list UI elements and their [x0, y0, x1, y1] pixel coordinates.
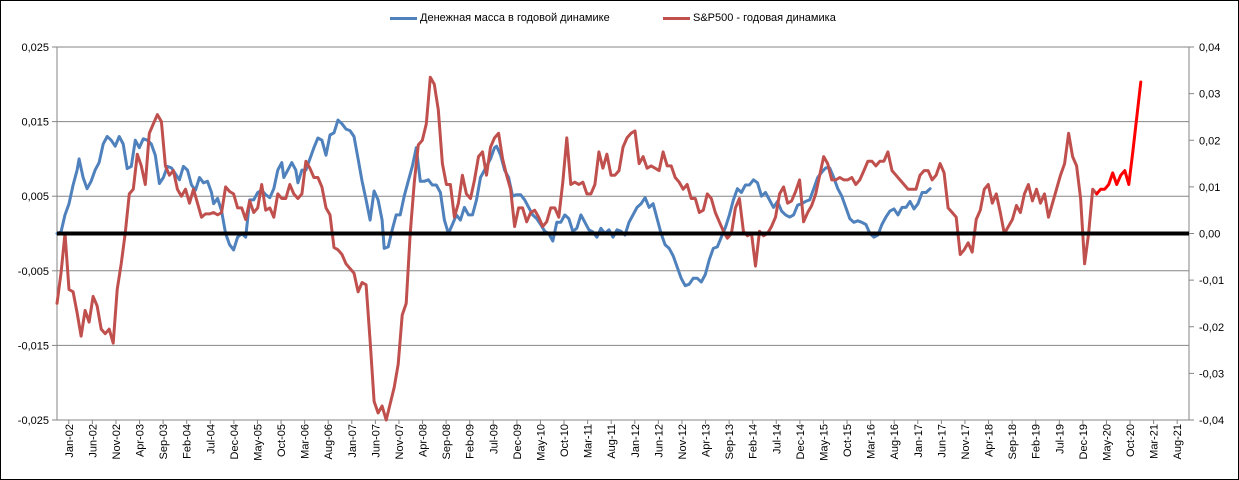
x-tick-label: Apr-03 [135, 424, 147, 457]
x-tick-label: Nov-07 [394, 424, 406, 459]
right-tick-label: 0,01 [1199, 182, 1220, 194]
x-tick-label: Sep-18 [1007, 424, 1019, 459]
legend-item-sp500: S&P500 - годовая динамика [663, 12, 836, 24]
x-tick-label: Nov-17 [960, 424, 972, 459]
left-tick-label: -0,005 [18, 266, 49, 278]
right-tick-label: -0,02 [1199, 322, 1224, 334]
right-tick-label: 0,03 [1199, 89, 1220, 101]
series-line-sp500-recent [1095, 80, 1143, 196]
x-tick-label: Aug-21 [1172, 424, 1184, 459]
x-tick-label: Dec-04 [229, 424, 241, 459]
right-tick-label: 0,02 [1199, 135, 1220, 147]
x-tick-label: Oct-15 [842, 424, 854, 457]
legend-swatch-sp500 [663, 16, 690, 20]
x-tick-label: May-05 [252, 424, 264, 461]
x-tick-label: Oct-10 [559, 424, 571, 457]
x-tick-label: Jul-14 [771, 424, 783, 454]
x-tick-label: Nov-12 [677, 424, 689, 459]
x-tick-label: Jan-17 [913, 424, 925, 458]
right-tick-label: -0,03 [1199, 368, 1224, 380]
x-tick-label: Mar-11 [583, 424, 595, 458]
x-tick-label: Jan-02 [64, 424, 76, 458]
x-tick-label: Jul-19 [1054, 424, 1066, 454]
x-tick-label: Aug-06 [323, 424, 335, 459]
x-tick-label: Sep-13 [724, 424, 736, 459]
x-tick-label: Oct-05 [276, 424, 288, 457]
legend-label-money: Денежная масса в годовой динамике [420, 12, 610, 24]
x-tick-label: Aug-16 [889, 424, 901, 459]
x-tick-label: Dec-09 [512, 424, 524, 459]
right-tick-label: -0,04 [1199, 415, 1224, 427]
x-tick-label: May-20 [1101, 424, 1113, 461]
x-tick-label: Oct-20 [1125, 424, 1137, 457]
x-tick-label: Aug-11 [606, 424, 618, 459]
x-tick-label: Mar-16 [866, 424, 878, 459]
x-tick-label: Jul-09 [488, 424, 500, 454]
x-tick-label: Sep-03 [158, 424, 170, 459]
left-tick-label: 0,015 [21, 117, 49, 129]
x-tick-label: May-15 [818, 424, 830, 461]
x-tick-label: Jan-12 [630, 424, 642, 458]
right-tick-label: -0,01 [1199, 275, 1224, 287]
x-tick-label: Jul-04 [205, 424, 217, 454]
x-tick-label: Jun-07 [370, 424, 382, 458]
right-axis-ticks: 0,04 0,03 0,02 0,01 0,00 -0,01 -0,02 -0,03 -0,04 [1199, 42, 1224, 427]
legend-swatch-money [390, 16, 417, 20]
x-tick-label: Apr-13 [701, 424, 713, 457]
left-tick-label: 0,005 [21, 191, 49, 203]
x-tick-label: Mar-06 [300, 424, 312, 459]
x-tick-label: Feb-19 [1031, 424, 1043, 459]
x-tick-label: Jun-12 [653, 424, 665, 458]
x-tick-label: May-10 [535, 424, 547, 461]
series-line-sp500 [55, 75, 1099, 422]
left-tick-label: 0,025 [21, 42, 49, 54]
series-lines [55, 75, 1189, 422]
left-tick-label: -0,015 [18, 340, 49, 352]
x-tick-label: Sep-08 [441, 424, 453, 459]
x-tick-label: Apr-08 [418, 424, 430, 457]
left-tick-label: -0,025 [18, 415, 49, 427]
right-tick-label: 0,04 [1199, 42, 1220, 54]
x-tick-label: Apr-18 [984, 424, 996, 457]
legend-item-money: Денежная масса в годовой динамике [390, 12, 610, 24]
left-axis-ticks: 0,025 0,015 0,005 -0,005 -0,015 -0,025 [18, 42, 49, 427]
x-tick-label: Dec-14 [795, 424, 807, 459]
x-tick-label: Jun-02 [87, 424, 99, 458]
x-tick-label: Nov-02 [111, 424, 123, 459]
x-tick-label: Mar-21 [1149, 424, 1161, 459]
legend: Денежная масса в годовой динамике S&P500… [0, 12, 1239, 30]
x-tick-label: Jan-07 [347, 424, 359, 458]
x-tick-label: Feb-04 [182, 424, 194, 459]
x-axis-ticks: Jan-02 Jun-02 Nov-02 Apr-03 Sep-03 Feb-04 Jul-… [64, 424, 1184, 461]
x-tick-label: Feb-14 [748, 424, 760, 459]
x-tick-label: Feb-09 [465, 424, 477, 459]
x-tick-label: Jun-17 [936, 424, 948, 458]
x-tick-label: Dec-19 [1078, 424, 1090, 459]
legend-label-sp500: S&P500 - годовая динамика [693, 12, 836, 24]
right-tick-label: 0,00 [1199, 229, 1220, 241]
